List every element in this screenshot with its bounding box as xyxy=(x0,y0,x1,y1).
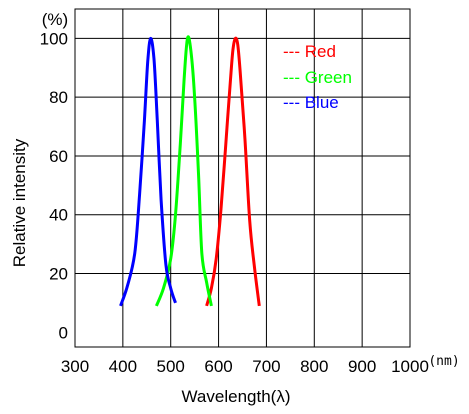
x-tick-label: 900 xyxy=(348,357,376,376)
plot-frame xyxy=(74,8,411,348)
x-axis-title: Wavelength(λ) xyxy=(182,387,291,406)
y-tick-label: 60 xyxy=(49,147,68,166)
x-tick-label: 500 xyxy=(157,357,185,376)
series-lines xyxy=(119,35,261,307)
tick-labels: 300 400 500 600 700 800 900 1000 0 20 40 60 80 100 xyxy=(40,29,429,376)
y-tick-label: 40 xyxy=(49,206,68,225)
legend-item-blue: --- Blue xyxy=(283,93,339,112)
series-line-red xyxy=(205,36,261,307)
y-unit-label: (%) xyxy=(42,10,68,29)
x-tick-label: 300 xyxy=(61,357,89,376)
x-tick-label: 400 xyxy=(109,357,137,376)
legend: --- Red --- Green --- Blue xyxy=(283,42,352,112)
legend-item-green: --- Green xyxy=(283,68,352,87)
x-tick-label: 1000 xyxy=(391,357,429,376)
x-tick-label: 700 xyxy=(252,357,280,376)
series-line-blue xyxy=(119,36,177,307)
series-line-green xyxy=(155,35,213,307)
y-tick-label: 100 xyxy=(40,29,68,48)
y-tick-label: 0 xyxy=(59,323,68,342)
legend-item-red: --- Red xyxy=(283,42,336,61)
y-tick-label: 20 xyxy=(49,265,68,284)
x-tick-label: 800 xyxy=(300,357,328,376)
x-unit-label: (nm) xyxy=(428,354,459,369)
y-axis-title: Relative intensity xyxy=(10,138,29,267)
x-tick-label: 600 xyxy=(204,357,232,376)
y-tick-label: 80 xyxy=(49,88,68,107)
